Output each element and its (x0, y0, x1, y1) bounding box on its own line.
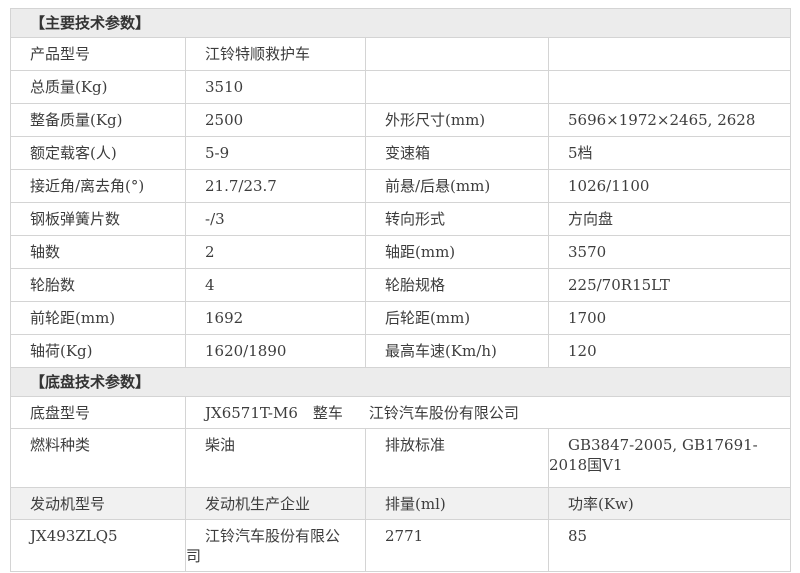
spec-page: 【主要技术参数】 产品型号 江铃特顺救护车 总质量(Kg) 3510 整备质量(… (9, 8, 792, 572)
param-label: 最高车速(Km/h) (365, 334, 549, 368)
param-value: 225/70R15LT (547, 268, 792, 302)
param-label: 轮胎数 (10, 268, 186, 302)
chassis-maker: 江铃汽车股份有限公司 (368, 404, 519, 422)
section-header-chassis: 【底盘技术参数】 (9, 367, 792, 397)
param-label: 整备质量(Kg) (10, 103, 186, 137)
table-row: 额定载客(人) 5-9 变速箱 5档 (10, 136, 792, 170)
param-label: 前悬/后悬(mm) (365, 169, 549, 203)
param-value: 1620/1890 (185, 334, 366, 368)
spec-table: 【主要技术参数】 产品型号 江铃特顺救护车 总质量(Kg) 3510 整备质量(… (9, 8, 792, 572)
param-label: 总质量(Kg) (10, 70, 186, 104)
emission-standard-value: GB3847-2005, GB17691-2018国V1 (547, 428, 792, 488)
table-row: 总质量(Kg) 3510 (10, 70, 792, 104)
param-label: 转向形式 (365, 202, 549, 236)
param-value: 2 (185, 235, 366, 269)
param-label: 轴荷(Kg) (10, 334, 186, 368)
section-header-main: 【主要技术参数】 (9, 8, 792, 38)
engine-values-row: JX493ZLQ5 江铃汽车股份有限公司 2771 85 (10, 519, 792, 572)
section-title-chassis: 【底盘技术参数】 (9, 367, 792, 397)
param-label: 外形尺寸(mm) (365, 103, 549, 137)
table-row: 轴数 2 轴距(mm) 3570 (10, 235, 792, 269)
table-row: 接近角/离去角(°) 21.7/23.7 前悬/后悬(mm) 1026/1100 (10, 169, 792, 203)
engine-header-row: 发动机型号 发动机生产企业 排量(ml) 功率(Kw) (10, 487, 792, 520)
param-label: 额定载客(人) (10, 136, 186, 170)
param-label: 钢板弹簧片数 (10, 202, 186, 236)
param-value: 5696×1972×2465, 2628 (547, 103, 792, 137)
param-value: 5档 (547, 136, 792, 170)
table-row: 轴荷(Kg) 1620/1890 最高车速(Km/h) 120 (10, 334, 792, 368)
engine-maker: 江铃汽车股份有限公司 (185, 519, 366, 572)
column-header: 发动机生产企业 (185, 487, 366, 520)
fuel-row: 燃料种类 柴油 排放标准 GB3847-2005, GB17691-2018国V… (10, 428, 792, 488)
param-value: 4 (185, 268, 366, 302)
chassis-model-cell: JX6571T-M6 整车 江铃汽车股份有限公司 (184, 396, 792, 429)
param-label: 轮胎规格 (365, 268, 549, 302)
param-label (365, 70, 549, 104)
param-value: 1700 (547, 301, 792, 335)
engine-displacement: 2771 (365, 519, 549, 572)
table-row: 整备质量(Kg) 2500 外形尺寸(mm) 5696×1972×2465, 2… (10, 103, 792, 137)
param-value: 21.7/23.7 (185, 169, 366, 203)
param-value: 方向盘 (547, 202, 792, 236)
param-value: -/3 (185, 202, 366, 236)
param-value: 5-9 (185, 136, 366, 170)
param-value: 柴油 (185, 428, 366, 488)
param-value (547, 37, 792, 71)
param-label (365, 37, 549, 71)
column-header: 功率(Kw) (547, 487, 792, 520)
table-row: 前轮距(mm) 1692 后轮距(mm) 1700 (10, 301, 792, 335)
engine-power: 85 (547, 519, 792, 572)
param-value (547, 70, 792, 104)
param-label: 燃料种类 (10, 428, 186, 488)
section-title-main: 【主要技术参数】 (9, 8, 792, 38)
table-row: 产品型号 江铃特顺救护车 (10, 37, 792, 71)
chassis-model-row: 底盘型号 JX6571T-M6 整车 江铃汽车股份有限公司 (10, 396, 792, 429)
engine-model: JX493ZLQ5 (10, 519, 186, 572)
param-value: 120 (547, 334, 792, 368)
param-label: 产品型号 (10, 37, 186, 71)
param-value: 3570 (547, 235, 792, 269)
param-label: 前轮距(mm) (10, 301, 186, 335)
param-label: 接近角/离去角(°) (10, 169, 186, 203)
param-value: 2500 (185, 103, 366, 137)
param-value: 1026/1100 (547, 169, 792, 203)
table-row: 轮胎数 4 轮胎规格 225/70R15LT (10, 268, 792, 302)
param-label: 轴距(mm) (365, 235, 549, 269)
param-label: 底盘型号 (10, 396, 186, 429)
param-label: 后轮距(mm) (365, 301, 549, 335)
chassis-model: JX6571T-M6 整车 (205, 404, 343, 422)
param-value: 1692 (185, 301, 366, 335)
table-row: 钢板弹簧片数 -/3 转向形式 方向盘 (10, 202, 792, 236)
param-label: 轴数 (10, 235, 186, 269)
param-label: 变速箱 (365, 136, 549, 170)
column-header: 排量(ml) (365, 487, 549, 520)
param-value: 3510 (185, 70, 366, 104)
param-value: 江铃特顺救护车 (185, 37, 366, 71)
column-header: 发动机型号 (10, 487, 186, 520)
param-label: 排放标准 (365, 428, 549, 488)
